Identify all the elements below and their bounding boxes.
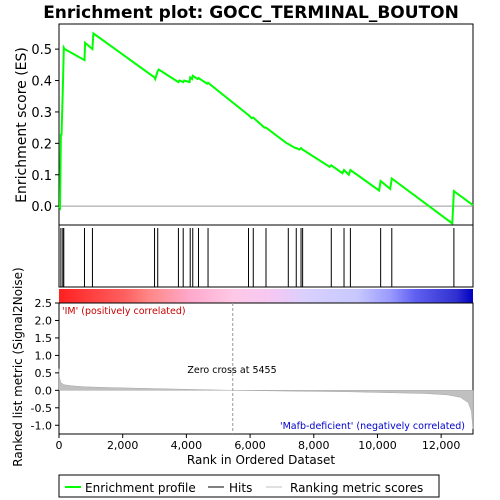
metric-y-axis-ticks: -1.0 -0.5 0.0 0.5 1.0 1.5 2.0 2.5 bbox=[31, 297, 59, 432]
legend-label-hits: Hits bbox=[229, 481, 252, 495]
metric-y-tick-label: 2.5 bbox=[35, 297, 53, 310]
metric-y-tick-label: 1.5 bbox=[35, 332, 53, 345]
hit-markers bbox=[60, 228, 455, 287]
es-y-tick-label: 0.2 bbox=[31, 137, 52, 152]
ranking-metric-area bbox=[58, 368, 474, 429]
metric-x-tick-label: 0 bbox=[56, 439, 63, 452]
es-y-tick-label: 0.3 bbox=[31, 106, 52, 121]
metric-x-tick-label: 6,000 bbox=[234, 439, 266, 452]
metric-x-tick-label: 12,000 bbox=[422, 439, 461, 452]
es-y-tick-label: 0.1 bbox=[31, 169, 52, 184]
rank-colorbar bbox=[59, 289, 473, 303]
metric-y-tick-label: -0.5 bbox=[31, 402, 52, 415]
metric-plot-frame bbox=[58, 302, 474, 435]
es-y-tick-label: 0.0 bbox=[31, 200, 52, 215]
zero-cross-label: Zero cross at 5455 bbox=[187, 365, 276, 376]
metric-y-tick-label: 0.5 bbox=[35, 367, 53, 380]
es-y-tick-label: 0.4 bbox=[31, 75, 52, 90]
metric-x-tick-label: 2,000 bbox=[107, 439, 139, 452]
metric-y-tick-label: 0.0 bbox=[35, 384, 53, 397]
colorbar-strip bbox=[59, 289, 473, 303]
negative-correlation-label: 'Mafb-deficient' (negatively correlated) bbox=[280, 421, 465, 432]
metric-panel: -1.0 -0.5 0.0 0.5 1.0 1.5 2.0 2.5 0 2,000 4,000 6,… bbox=[11, 267, 474, 467]
positive-correlation-label: 'IM' (positively correlated) bbox=[62, 306, 186, 317]
hits-panel bbox=[58, 224, 474, 288]
es-y-tick-label: 0.5 bbox=[31, 43, 52, 58]
es-y-axis-ticks: 0.0 0.1 0.2 0.3 0.4 0.5 bbox=[31, 43, 59, 215]
metric-x-tick-label: 8,000 bbox=[298, 439, 330, 452]
legend-label-enrichment-profile: Enrichment profile bbox=[85, 481, 196, 495]
metric-x-tick-label: 10,000 bbox=[358, 439, 397, 452]
metric-y-axis-label: Ranked list metric (Signal2Noise) bbox=[11, 267, 25, 466]
metric-x-tick-label: 4,000 bbox=[171, 439, 203, 452]
metric-x-axis-ticks: 0 2,000 4,000 6,000 8,000 10,000 12,000 bbox=[56, 434, 461, 452]
metric-y-tick-label: 1.0 bbox=[35, 349, 53, 362]
legend-label-ranking-metric: Ranking metric scores bbox=[290, 481, 423, 495]
metric-y-tick-label: -1.0 bbox=[31, 419, 52, 432]
metric-x-axis-label: Rank in Ordered Dataset bbox=[187, 453, 335, 467]
metric-y-tick-label: 2.0 bbox=[35, 314, 53, 327]
legend-box bbox=[58, 474, 440, 498]
es-panel: 0.0 0.1 0.2 0.3 0.4 0.5 Enrichment score (ES) bbox=[14, 23, 474, 226]
legend: Enrichment profile Hits Ranking metric s… bbox=[58, 474, 440, 498]
enrichment-profile-line bbox=[58, 31, 474, 226]
chart-title: Enrichment plot: GOCC_TERMINAL_BOUTON bbox=[43, 3, 459, 23]
es-y-axis-label: Enrichment score (ES) bbox=[14, 47, 30, 203]
